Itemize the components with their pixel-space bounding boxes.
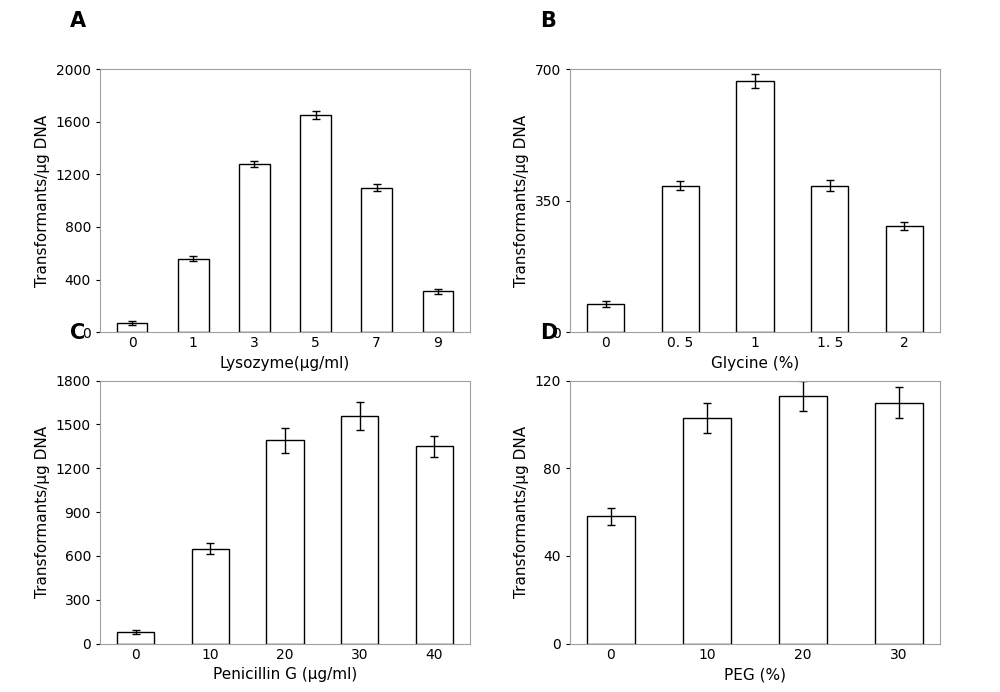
- Bar: [178, 259, 209, 332]
- Bar: [416, 446, 453, 644]
- Y-axis label: Transformants/μg DNA: Transformants/μg DNA: [514, 115, 529, 286]
- Bar: [239, 164, 270, 332]
- Bar: [341, 416, 378, 644]
- Text: B: B: [540, 11, 556, 31]
- Bar: [875, 403, 923, 644]
- Text: C: C: [70, 322, 85, 343]
- Bar: [886, 226, 923, 332]
- Bar: [266, 441, 304, 644]
- Bar: [779, 396, 827, 644]
- Y-axis label: Transformants/μg DNA: Transformants/μg DNA: [35, 115, 50, 286]
- Y-axis label: Transformants/μg DNA: Transformants/μg DNA: [35, 426, 50, 598]
- Bar: [683, 418, 731, 644]
- Bar: [587, 516, 635, 644]
- Bar: [423, 291, 453, 332]
- X-axis label: PEG (%): PEG (%): [724, 667, 786, 682]
- X-axis label: Glycine (%): Glycine (%): [711, 356, 799, 371]
- Text: D: D: [540, 322, 557, 343]
- Bar: [300, 115, 331, 332]
- Y-axis label: Transformants/μg DNA: Transformants/μg DNA: [514, 426, 529, 598]
- X-axis label: Penicillin G (μg/ml): Penicillin G (μg/ml): [213, 667, 357, 682]
- Bar: [736, 81, 774, 332]
- X-axis label: Lysozyme(μg/ml): Lysozyme(μg/ml): [220, 356, 350, 371]
- Bar: [117, 323, 147, 332]
- Bar: [117, 632, 154, 644]
- Bar: [192, 549, 229, 644]
- Bar: [662, 185, 699, 332]
- Bar: [811, 185, 848, 332]
- Bar: [587, 304, 624, 332]
- Text: A: A: [70, 11, 86, 31]
- Bar: [361, 188, 392, 332]
